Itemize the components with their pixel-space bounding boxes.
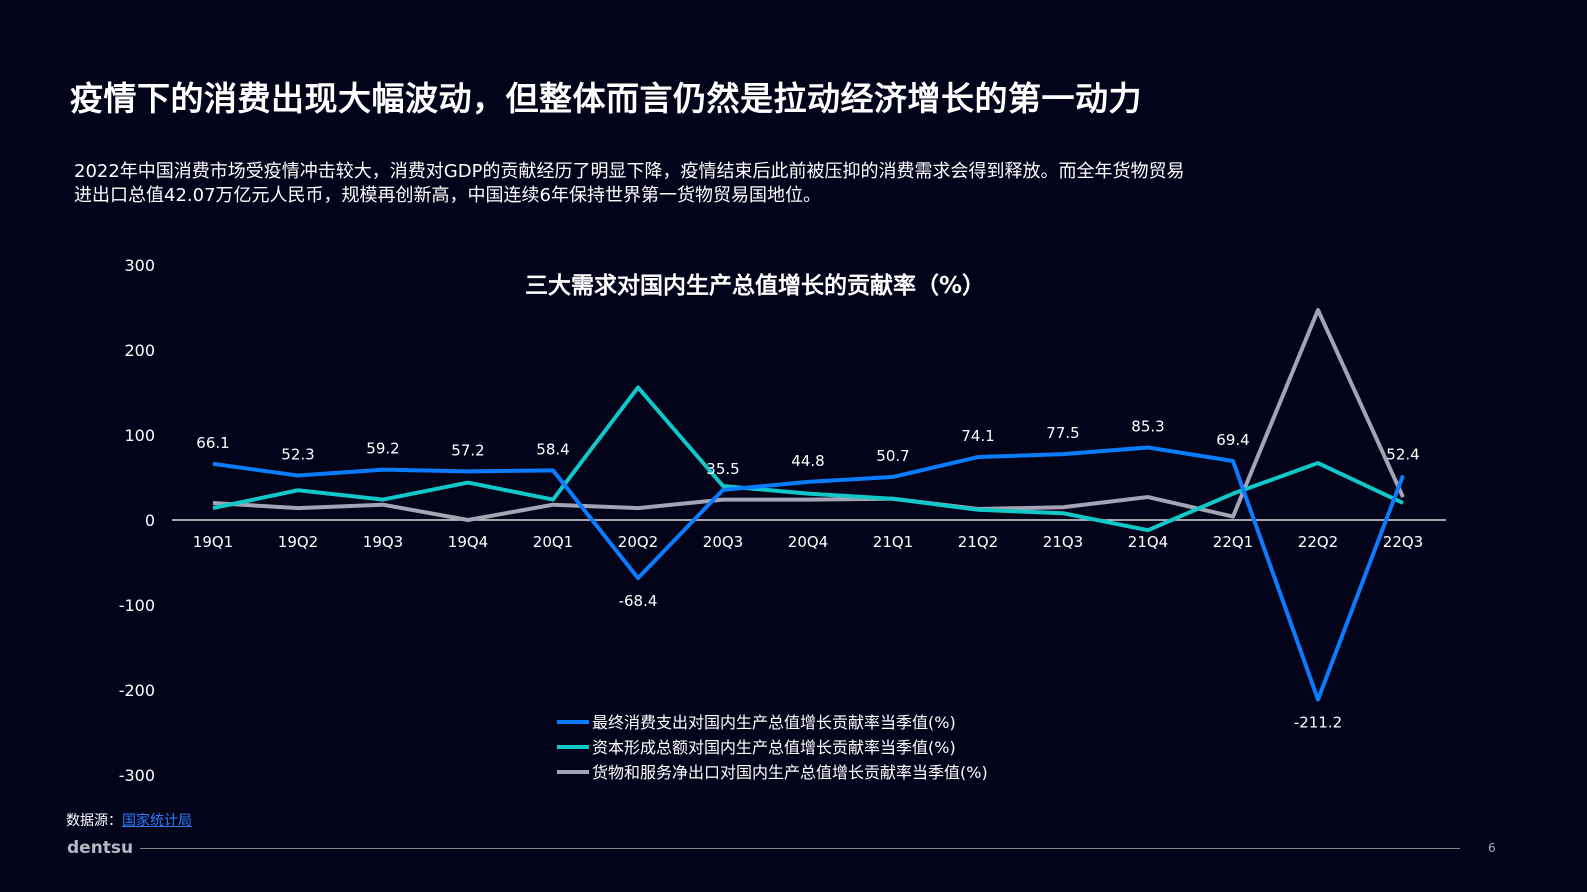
data-label: 35.5: [706, 460, 739, 478]
page-title: 疫情下的消费出现大幅波动，但整体而言仍然是拉动经济增长的第一动力: [70, 79, 1142, 118]
x-tick-label: 22Q3: [1383, 533, 1423, 551]
data-label: 85.3: [1131, 417, 1164, 435]
data-label: 52.4: [1386, 445, 1419, 463]
data-label: 52.3: [281, 446, 314, 464]
description: 2022年中国消费市场受疫情冲击较大，消费对GDP的贡献经历了明显下降，疫情结束…: [74, 161, 1185, 206]
source-link[interactable]: 国家统计局: [122, 813, 192, 829]
data-source: 数据源：国家统计局: [66, 810, 192, 830]
legend-label: 货物和服务净出口对国内生产总值增长贡献率当季值(%): [592, 763, 988, 782]
x-tick-label: 21Q3: [1043, 533, 1083, 551]
x-tick-label: 19Q3: [363, 533, 403, 551]
legend-label: 资本形成总额对国内生产总值增长贡献率当季值(%): [592, 738, 956, 757]
y-tick-label: 300: [124, 256, 155, 275]
x-tick-label: 20Q1: [533, 533, 573, 551]
x-tick-label: 20Q2: [618, 533, 658, 551]
series-line-2: [212, 308, 1405, 522]
x-tick-label: 21Q1: [873, 533, 913, 551]
legend-label: 最终消费支出对国内生产总值增长贡献率当季值(%): [592, 713, 956, 732]
data-label: 58.4: [536, 440, 569, 458]
data-label: -211.2: [1294, 714, 1342, 732]
y-tick-label: 200: [124, 341, 155, 360]
y-tick-label: 0: [145, 511, 155, 530]
series-line-0: [212, 445, 1405, 702]
brand-logo: dentsu: [67, 838, 134, 858]
data-label: 57.2: [451, 441, 484, 459]
x-tick-label: 21Q2: [958, 533, 998, 551]
data-label: 66.1: [196, 434, 229, 452]
data-label: 50.7: [876, 447, 909, 465]
y-tick-label: -100: [119, 596, 155, 615]
x-tick-label: 21Q4: [1128, 533, 1168, 551]
chart-title: 三大需求对国内生产总值增长的贡献率（%）: [525, 272, 985, 299]
y-tick-label: 100: [124, 426, 155, 445]
x-tick-label: 20Q4: [788, 533, 828, 551]
footer-divider: [140, 848, 1460, 849]
x-tick-label: 20Q3: [703, 533, 743, 551]
x-tick-label: 19Q2: [278, 533, 318, 551]
data-label: 44.8: [791, 452, 824, 470]
data-label: 59.2: [366, 440, 399, 458]
source-label: 数据源：: [66, 813, 122, 829]
x-tick-label: 19Q1: [193, 533, 233, 551]
data-label: -68.4: [619, 592, 658, 610]
data-label: 74.1: [961, 427, 994, 445]
page-number: 6: [1488, 841, 1496, 855]
y-tick-label: -300: [119, 766, 155, 785]
data-label: 69.4: [1216, 431, 1249, 449]
y-tick-label: -200: [119, 681, 155, 700]
x-tick-label: 22Q2: [1298, 533, 1338, 551]
x-tick-label: 22Q1: [1213, 533, 1253, 551]
data-label: 77.5: [1046, 424, 1079, 442]
x-tick-label: 19Q4: [448, 533, 488, 551]
